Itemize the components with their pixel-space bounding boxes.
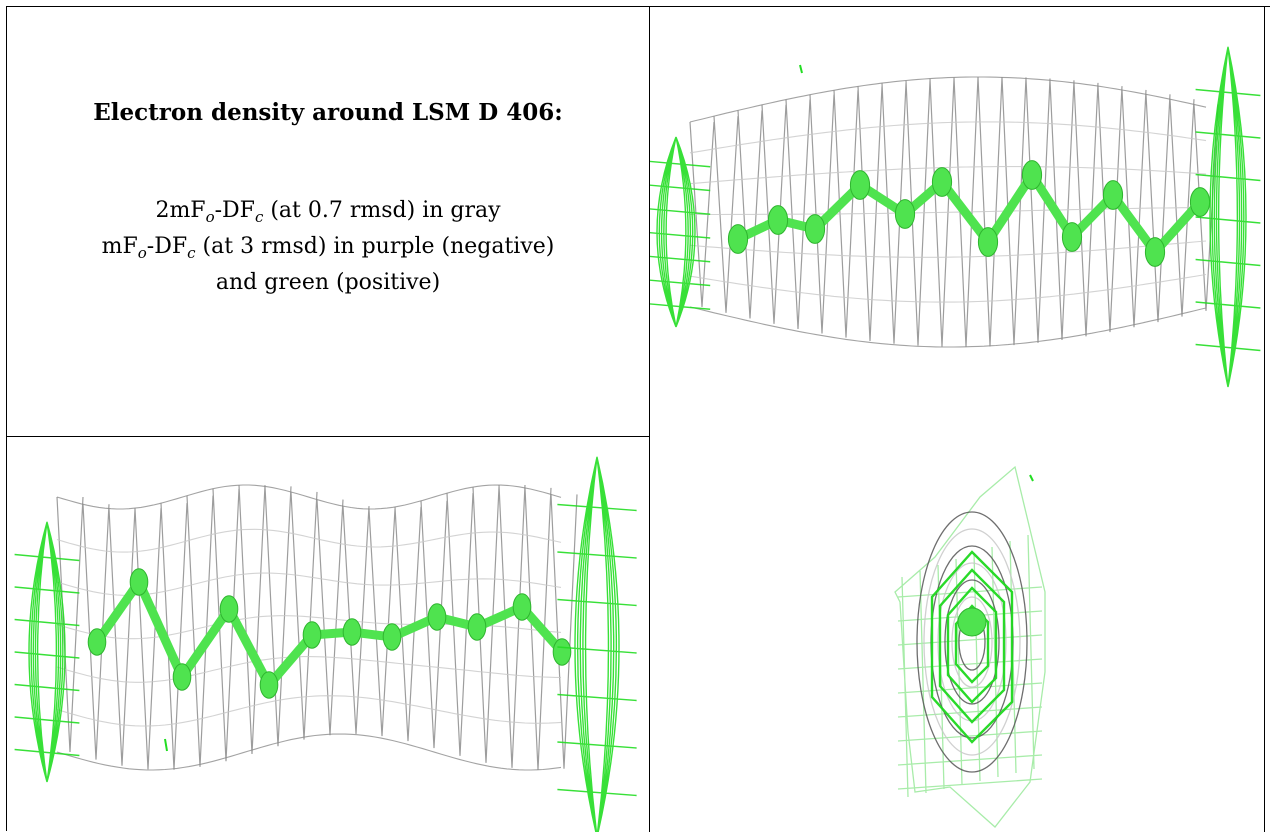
green-hexagon-mesh <box>954 604 990 684</box>
gray-concentric-mesh <box>916 511 1028 773</box>
green-density-cap <box>14 521 80 783</box>
mesh-longitudinal <box>56 695 562 727</box>
view-top-right <box>650 7 1264 436</box>
ligand-atom <box>894 199 916 229</box>
legend-text: 2mFo-DFc (at 0.7 rmsd) in gray mFo-DFc (… <box>102 196 555 298</box>
green-density-cap <box>557 456 637 832</box>
ligand-atom <box>172 663 192 691</box>
mesh-longitudinal <box>689 121 1207 154</box>
mesh-longitudinal <box>689 306 1207 348</box>
ligand-atom <box>767 205 789 235</box>
density-mesh-side-view-icon <box>14 456 637 832</box>
ligand-atom <box>957 607 987 637</box>
legend-line-2mfo: 2mFo-DFc (at 0.7 rmsd) in gray <box>155 198 501 226</box>
ligand-atom <box>259 671 279 699</box>
legend-title: Electron density around LSM D 406: <box>93 99 563 126</box>
mesh-longitudinal <box>689 76 1207 123</box>
ligand-atom <box>1144 237 1166 267</box>
grid-line-horizontal-mid <box>7 436 649 437</box>
ligand-atom <box>804 214 826 244</box>
ligand-atom <box>1061 222 1083 252</box>
ligand-atom <box>849 170 871 200</box>
mesh-longitudinal <box>56 733 562 771</box>
ligand-atom <box>1021 160 1043 190</box>
grid-line-vertical-right <box>1264 7 1265 832</box>
grid-line-vertical-mid <box>649 7 650 832</box>
green-density-blob <box>164 738 168 752</box>
ligand-atom <box>552 638 572 666</box>
ligand-atom <box>219 595 239 623</box>
ligand-atom <box>342 618 362 646</box>
mesh-longitudinal <box>689 273 1207 303</box>
view-bottom-right <box>650 437 1264 832</box>
gray-concentric-mesh <box>951 596 993 688</box>
ligand-atom <box>467 613 487 641</box>
green-density-blob <box>799 64 803 74</box>
density-mesh-end-view-icon <box>894 465 1046 828</box>
ligand-atom <box>931 167 953 197</box>
ligand-atom <box>302 621 322 649</box>
ligand-atom <box>1189 187 1211 217</box>
ligand-bonds <box>736 166 1204 260</box>
view-bottom-left <box>7 437 649 832</box>
ligand-atom <box>129 568 149 596</box>
legend-panel: Electron density around LSM D 406: 2mFo-… <box>7 7 649 436</box>
green-density-cap <box>1195 46 1261 388</box>
ligand-atom <box>1102 180 1124 210</box>
green-density-blob <box>1029 474 1034 482</box>
green-hexagon-mesh <box>930 550 1014 744</box>
green-hexagon-mesh <box>938 568 1006 724</box>
ligand-atom <box>87 628 107 656</box>
ligand-atom <box>427 603 447 631</box>
mesh-longitudinal <box>56 656 561 683</box>
gray-concentric-mesh <box>944 579 1000 705</box>
gray-concentric-mesh <box>923 528 1021 756</box>
figure-grid: Electron density around LSM D 406: 2mFo-… <box>6 6 1270 832</box>
ligand-atom <box>512 593 532 621</box>
legend-line-green: and green (positive) <box>215 270 441 295</box>
legend-line-mfo: mFo-DFc (at 3 rmsd) in purple (negative) <box>101 234 555 262</box>
green-density-cap <box>650 136 711 328</box>
mesh-longitudinal <box>56 528 562 553</box>
green-hexagon-mesh <box>946 586 998 704</box>
mesh-longitudinal <box>689 240 1207 258</box>
ligand-atom <box>727 224 749 254</box>
mesh-longitudinal <box>689 166 1207 185</box>
ligand-atom <box>382 623 402 651</box>
mesh-longitudinal <box>56 484 562 510</box>
ligand-atom <box>977 227 999 257</box>
density-mesh-side-view-icon <box>650 46 1261 388</box>
